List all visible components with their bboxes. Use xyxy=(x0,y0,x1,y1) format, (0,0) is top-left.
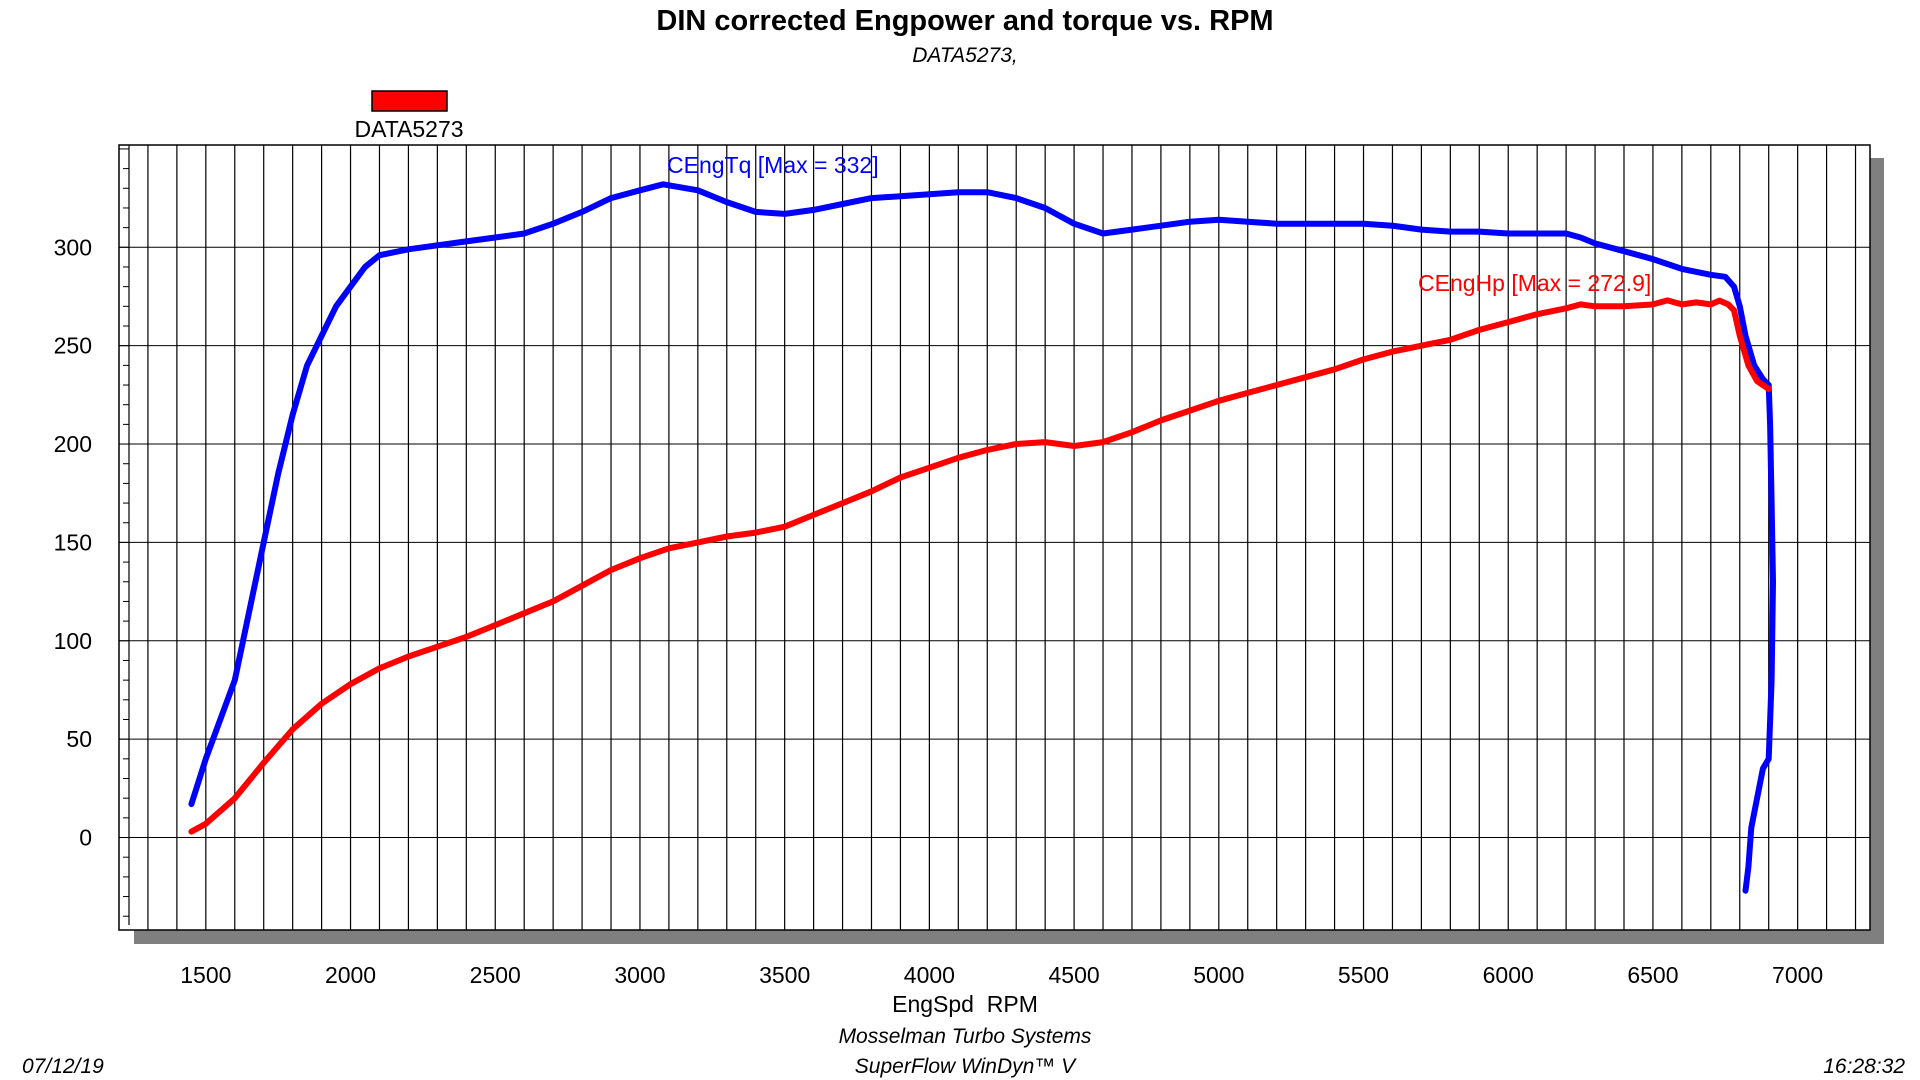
torque-line xyxy=(188,181,1776,894)
power-max-annotation: CEngHp [Max = 272.9] xyxy=(1418,270,1651,296)
y-tick-label: 50 xyxy=(66,726,92,752)
chart-subtitle: DATA5273, xyxy=(912,44,1017,67)
grid xyxy=(119,145,1870,930)
legend: DATA5273 xyxy=(354,90,464,142)
footer-company: Mosselman Turbo Systems xyxy=(839,1025,1092,1048)
y-tick-label: 100 xyxy=(54,628,92,654)
footer-time: 16:28:32 xyxy=(1823,1055,1905,1078)
x-tick-label: 1500 xyxy=(180,962,231,988)
y-tick-label: 0 xyxy=(79,825,92,851)
plot-area xyxy=(118,144,1871,931)
x-axis-label: EngSpd RPM xyxy=(892,991,1038,1017)
y-tick-label: 150 xyxy=(54,529,92,555)
axes: 0 50 100 150 200 250 300 1500 2000 2500 3000 3500 40… xyxy=(54,145,1823,988)
x-tick-label: 5000 xyxy=(1193,962,1244,988)
x-tick-label: 5500 xyxy=(1338,962,1389,988)
x-tick-label: 2000 xyxy=(325,962,376,988)
x-tick-label: 6000 xyxy=(1483,962,1534,988)
x-tick-label: 4000 xyxy=(904,962,955,988)
x-tick-label: 7000 xyxy=(1772,962,1823,988)
footer-date: 07/12/19 xyxy=(22,1055,104,1078)
chart-title: DIN corrected Engpower and torque vs. RP… xyxy=(656,5,1273,37)
y-tick-label: 200 xyxy=(54,431,92,457)
power-line xyxy=(188,297,1772,835)
x-tick-label: 2500 xyxy=(470,962,521,988)
y-tick-label: 300 xyxy=(54,234,92,260)
footer-software: SuperFlow WinDyn™ V xyxy=(855,1055,1077,1078)
legend-swatch xyxy=(371,90,448,112)
x-tick-label: 6500 xyxy=(1627,962,1678,988)
y-tick-label: 250 xyxy=(54,333,92,359)
series-layer xyxy=(188,181,1776,894)
legend-label: DATA5273 xyxy=(354,116,463,142)
x-tick-label: 3000 xyxy=(614,962,665,988)
x-tick-label: 4500 xyxy=(1049,962,1100,988)
torque-max-annotation: CEngTq [Max = 332] xyxy=(667,152,879,178)
x-tick-label: 3500 xyxy=(759,962,810,988)
